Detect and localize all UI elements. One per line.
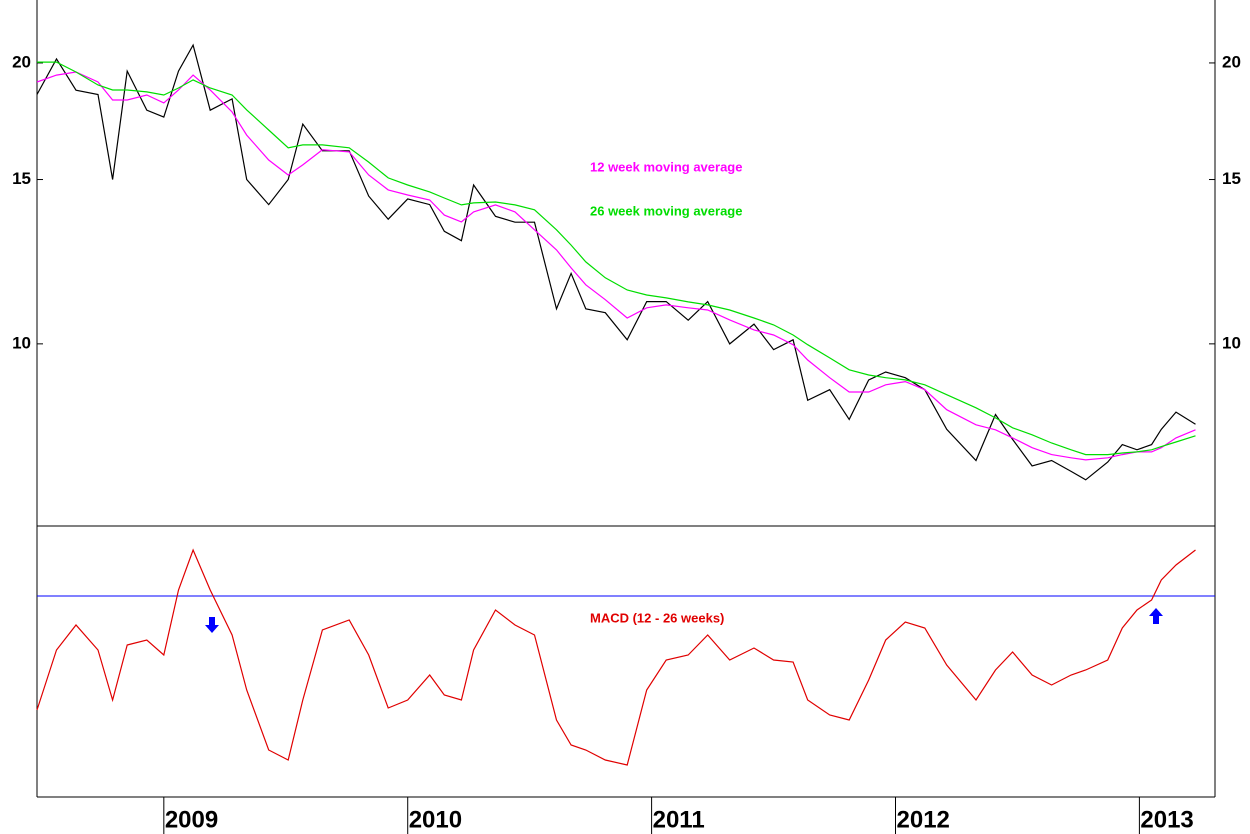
x-tick-label: 2009 [165,806,218,833]
y-tick-label: 20 [12,52,31,71]
series-line [36,548,1196,766]
y-tick-label-right: 15 [1222,169,1241,188]
x-tick-label: 2013 [1140,806,1193,833]
series-line [37,61,1196,456]
sell-arrow [205,617,219,633]
y-tick-label: 10 [12,333,31,352]
y-tick-label: 15 [12,169,31,188]
ma12-label: 12 week moving average [590,159,742,174]
ma26-label: 26 week moving average [590,203,742,218]
y-tick-label-right: 20 [1222,52,1241,71]
x-tick-label: 2010 [409,806,462,833]
buy-arrow [1149,608,1163,624]
y-tick-label-right: 10 [1222,333,1241,352]
x-tick-label: 2011 [653,806,705,833]
series-line [36,43,1196,481]
macd-label: MACD (12 - 26 weeks) [590,610,724,625]
x-tick-label: 2012 [897,806,950,833]
series-line [36,71,1196,461]
